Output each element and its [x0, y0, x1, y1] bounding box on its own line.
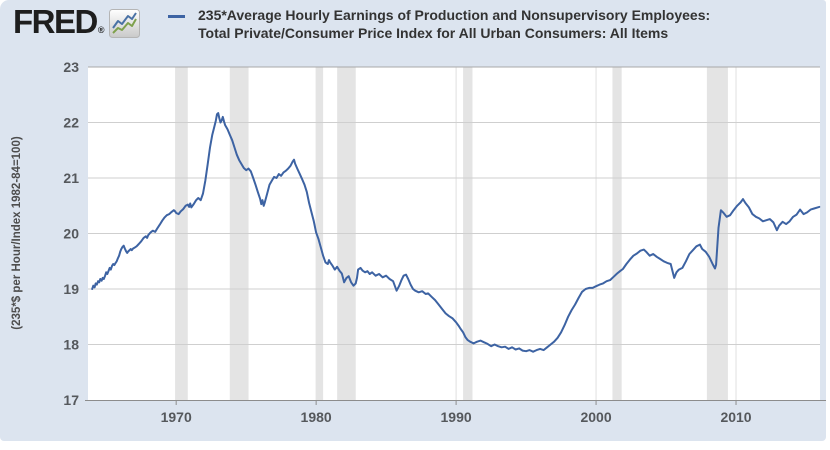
fred-logo-registered-mark: ® [97, 25, 105, 35]
chart-legend: 235*Average Hourly Earnings of Productio… [168, 7, 710, 42]
x-tick-label: 2000 [580, 409, 611, 425]
y-tick-label: 20 [63, 226, 79, 242]
legend-line-marker [168, 15, 185, 18]
fred-sparkline-icon [109, 8, 141, 38]
chart-header: FRED ® 235*Average Hourly Earnings of Pr… [0, 0, 826, 54]
fred-logo[interactable]: FRED ® [13, 3, 141, 40]
y-tick-label: 21 [63, 170, 79, 186]
x-tick-label: 2010 [720, 409, 751, 425]
x-tick-label: 1970 [161, 409, 192, 425]
y-tick-label: 17 [63, 392, 79, 408]
y-tick-label: 22 [63, 115, 79, 131]
legend-series-label: 235*Average Hourly Earnings of Productio… [198, 7, 710, 42]
data-line-series [91, 112, 821, 353]
chart-plot-area[interactable] [88, 67, 820, 400]
x-tick-label: 1990 [441, 409, 472, 425]
y-tick-label: 23 [63, 59, 79, 75]
x-tick-label: 1980 [301, 409, 332, 425]
legend-label-line1: 235*Average Hourly Earnings of Productio… [198, 7, 711, 23]
y-tick-label: 18 [63, 337, 79, 353]
fred-logo-text: FRED [13, 3, 98, 40]
legend-label-line2: Total Private/Consumer Price Index for A… [198, 24, 669, 41]
y-tick-label: 19 [63, 281, 79, 297]
